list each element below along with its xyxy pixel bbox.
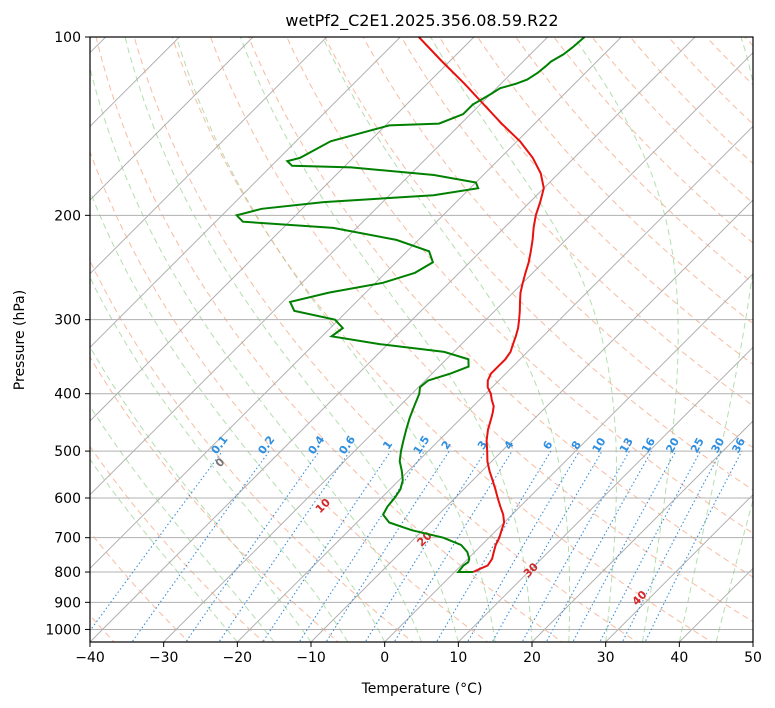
isobars <box>90 37 753 630</box>
mixing-ratio-line <box>364 450 486 642</box>
y-tick-label: 200 <box>54 208 81 224</box>
mixing-ratio-line <box>262 450 392 642</box>
x-tick-label: 50 <box>744 650 762 666</box>
moist-adiabat-line <box>90 276 349 642</box>
mixing-ratio-line <box>218 450 351 642</box>
y-axis: 100 200 300 400 500 600 700 800 900 1000 <box>45 30 90 638</box>
y-axis-label: Pressure (hPa) <box>12 290 28 390</box>
plot-area: 0.10.20.40.611.52346810131620253036-100-… <box>90 37 753 642</box>
isotherm-line <box>236 125 753 642</box>
moist-adiabat-line <box>90 189 386 642</box>
isotherm-line <box>90 37 401 349</box>
mixing-ratio-line <box>131 450 270 642</box>
isotherm-line <box>90 37 254 201</box>
chart-title: wetPf2_C2E1.2025.356.08.59.R22 <box>285 11 558 31</box>
mixing-ratio-label: 36 <box>729 435 748 455</box>
y-tick-label: 600 <box>54 491 81 507</box>
isotherm-line <box>163 51 753 642</box>
isotherm-line <box>90 37 549 496</box>
moist-adiabat-line <box>175 37 496 642</box>
x-tick-label: −40 <box>75 650 105 666</box>
y-tick-label: 1000 <box>45 622 81 638</box>
moist-adiabat-line <box>574 37 679 642</box>
moist-adiabat-line <box>430 37 617 642</box>
moist-adiabat-line <box>239 37 533 642</box>
mixing-ratio-line <box>621 450 722 642</box>
moist-adiabat-line <box>124 37 459 642</box>
moist-adiabat-line <box>322 37 571 642</box>
y-tick-label: 500 <box>54 444 81 460</box>
isotherm-line <box>605 493 753 642</box>
y-tick-label: 900 <box>54 595 81 611</box>
moist-adiabat-line <box>90 405 275 642</box>
moist-adiabat-line <box>90 458 238 642</box>
x-tick-label: 30 <box>597 650 615 666</box>
moist-adiabat-line <box>678 37 753 642</box>
isotherm-line <box>90 37 475 422</box>
y-tick-label: 400 <box>54 387 81 403</box>
y-tick-label: 800 <box>54 565 81 581</box>
x-tick-label: 20 <box>523 650 541 666</box>
y-tick-label: 300 <box>54 313 81 329</box>
x-tick-label: −20 <box>223 650 253 666</box>
y-tick-label: 700 <box>54 531 81 547</box>
x-tick-label: 40 <box>670 650 688 666</box>
mixing-ratio-line <box>572 450 677 642</box>
plot-frame <box>89 36 754 643</box>
x-tick-label: 10 <box>449 650 467 666</box>
isotherm-line <box>90 37 328 275</box>
isotherms <box>90 37 753 642</box>
isotherm-line <box>90 37 622 570</box>
temperature-profile-line <box>418 37 545 573</box>
mixing-ratio-line <box>393 450 513 642</box>
moist-adiabat-line <box>90 65 422 642</box>
x-tick-label: −10 <box>296 650 326 666</box>
isotherm-line <box>457 346 753 642</box>
mixing-ratio-label: 25 <box>688 436 707 456</box>
isotherm-line <box>384 272 753 642</box>
dry-adiabat-line <box>90 150 489 642</box>
mixing-ratio-line <box>298 450 425 642</box>
dewpoint-profile-line <box>234 37 586 573</box>
mixing-ratio-line <box>325 450 450 642</box>
mixing-ratio-line <box>185 450 320 642</box>
x-axis: −40 −30 −20 −10 0 10 20 30 40 50 <box>75 642 762 666</box>
x-tick-label: 0 <box>380 650 389 666</box>
mixing-ratio-line <box>466 450 580 642</box>
x-axis-label: Temperature (°C) <box>361 681 483 697</box>
isotherm-line <box>531 420 753 642</box>
dry-adiabat-line <box>90 259 414 642</box>
moist-adiabat-line <box>715 498 753 642</box>
mixing-ratio-line <box>90 450 223 632</box>
profiles <box>234 37 586 573</box>
mixing-ratio-lines <box>90 450 743 642</box>
isotherm-line <box>310 199 753 642</box>
mixing-ratio-line <box>599 450 701 642</box>
x-tick-label: −30 <box>149 650 179 666</box>
y-tick-label: 100 <box>54 30 81 46</box>
isotherm-line <box>90 37 696 642</box>
